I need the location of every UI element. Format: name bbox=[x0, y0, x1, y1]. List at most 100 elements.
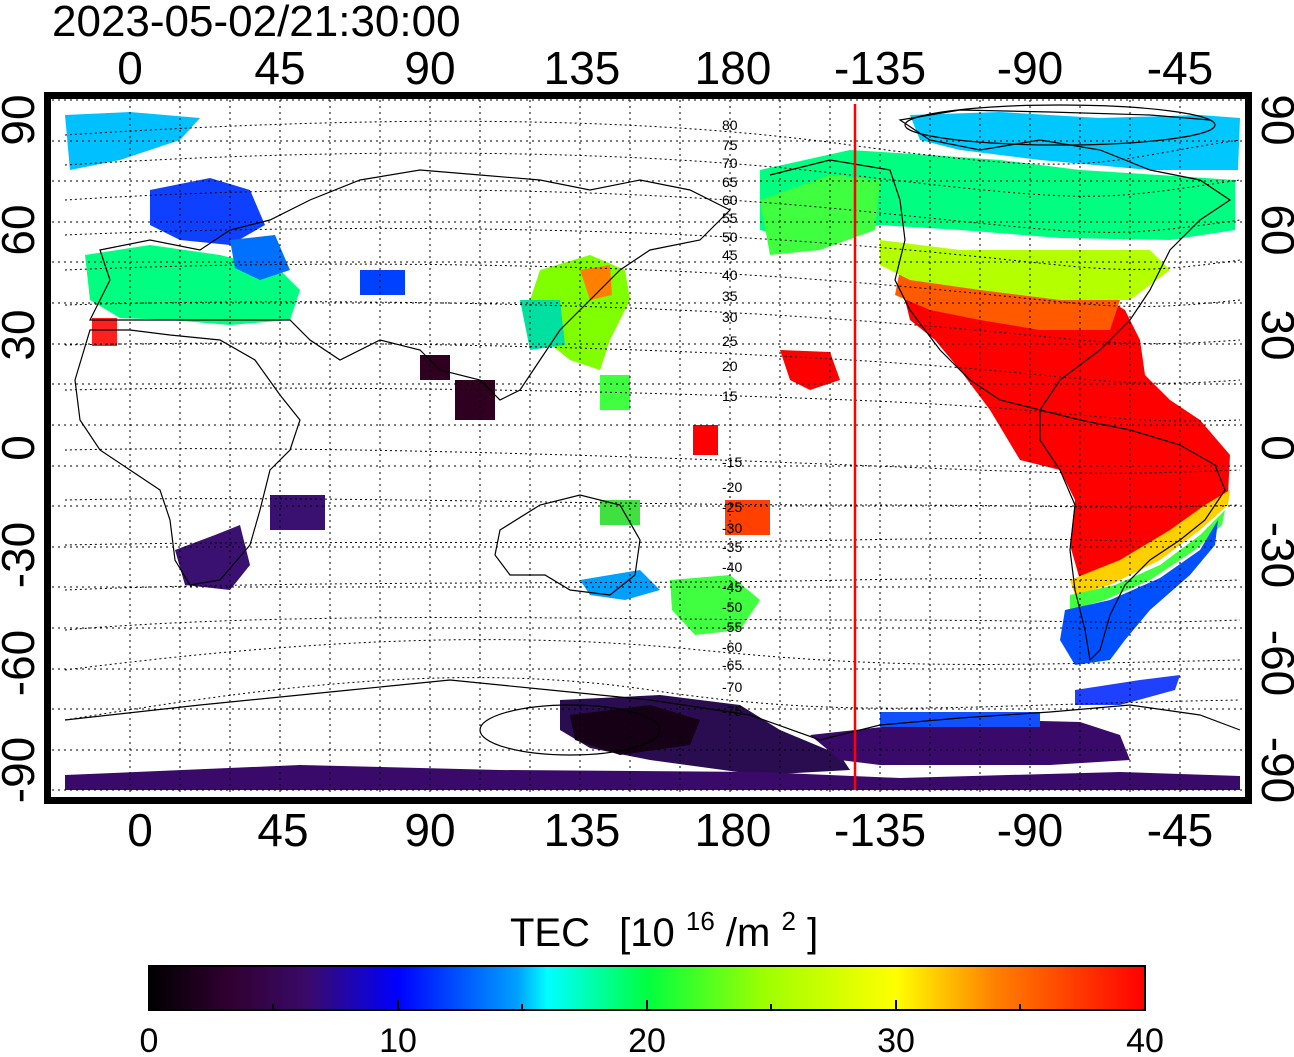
tec-patch-australia-east bbox=[580, 570, 660, 600]
contour-line bbox=[64, 498, 1241, 508]
colorbar-tick-label: 20 bbox=[628, 1022, 666, 1057]
colorbar-tick-label: 30 bbox=[877, 1022, 915, 1057]
contour-line bbox=[64, 387, 1241, 422]
contour-line bbox=[64, 448, 1241, 474]
tec-patch-australia-north bbox=[600, 500, 640, 525]
lat-axis-right: 90 60 30 0 -30 -60 -90 bbox=[1252, 94, 1294, 803]
contour-label: -70 bbox=[722, 679, 742, 695]
tec-data-layer bbox=[65, 112, 1240, 790]
lat-tick-left: -30 bbox=[0, 522, 44, 588]
lat-tick-right: -90 bbox=[1252, 737, 1294, 803]
colorbar-unit-suffix: ] bbox=[807, 911, 818, 955]
lat-tick-right: -60 bbox=[1252, 630, 1294, 696]
contour-line bbox=[64, 578, 1241, 591]
colorbar-title: TEC [10 16 /m 2 ] bbox=[510, 895, 818, 955]
tec-patch-madagascar bbox=[270, 495, 325, 530]
colorbar-unit-exp: 16 bbox=[686, 906, 715, 936]
map-panel: 80 75 70 65 60 55 50 45 40 35 30 25 20 1… bbox=[44, 92, 1252, 804]
contour-line bbox=[64, 301, 1241, 345]
contour-label: -50 bbox=[722, 599, 742, 615]
tec-patch-south-america-ring-yellow bbox=[1070, 490, 1230, 595]
lon-tick-bottom: -90 bbox=[997, 804, 1063, 856]
frame-tick bbox=[1246, 92, 1252, 804]
coast-australia bbox=[494, 494, 641, 596]
contour-label: 20 bbox=[722, 358, 738, 374]
colorbar-unit-mid: /m bbox=[726, 911, 770, 955]
contour-label: -75 bbox=[722, 703, 742, 719]
lat-tick-right: 90 bbox=[1252, 94, 1294, 145]
contour-line bbox=[64, 120, 1241, 165]
frame-tick bbox=[50, 92, 1246, 98]
colorbar-unit-exp2: 2 bbox=[781, 906, 795, 936]
lat-tick-right: 60 bbox=[1252, 204, 1294, 255]
contour-label: -45 bbox=[722, 579, 742, 595]
tec-patch-usa bbox=[880, 240, 1170, 300]
contour-label: 55 bbox=[722, 210, 738, 226]
lat-tick-left: 60 bbox=[0, 204, 44, 255]
contour-line bbox=[64, 617, 1241, 631]
contour-label: 70 bbox=[722, 155, 738, 171]
tec-patch-spain bbox=[92, 318, 117, 346]
contour-label: -40 bbox=[722, 559, 742, 575]
graticule bbox=[52, 99, 1244, 796]
tec-patch-north-america-high bbox=[905, 290, 1230, 580]
tec-patch-new-zealand bbox=[670, 575, 760, 635]
lon-tick-bottom: -45 bbox=[1147, 804, 1213, 856]
contour-label: 15 bbox=[722, 388, 738, 404]
lon-tick-bottom: 45 bbox=[257, 804, 308, 856]
contour-label: 45 bbox=[722, 247, 738, 263]
coast-antarctica bbox=[64, 679, 1241, 741]
magnetic-pole-contour-north bbox=[904, 104, 1216, 146]
timestamp-title: 2023-05-02/21:30:00 bbox=[52, 0, 461, 46]
lon-tick-bottom: 0 bbox=[127, 804, 153, 856]
contour-label: -55 bbox=[722, 619, 742, 635]
contour-line bbox=[64, 227, 1241, 270]
contour-label: 65 bbox=[722, 174, 738, 190]
lat-tick-left: -90 bbox=[0, 737, 44, 803]
lon-axis-bottom: 0 45 90 135 180 -135 -90 -45 bbox=[127, 804, 1213, 856]
tec-patch-pacific-1 bbox=[693, 425, 718, 455]
contour-label: 50 bbox=[722, 229, 738, 245]
contour-label: 30 bbox=[722, 309, 738, 325]
tec-patch-antarctica-dark bbox=[570, 705, 700, 755]
lat-tick-left: 30 bbox=[0, 309, 44, 360]
colorbar-unit-prefix: [10 bbox=[619, 911, 675, 955]
tec-patch-antarctica-west bbox=[810, 720, 1130, 765]
lon-tick-top: 0 bbox=[117, 42, 143, 94]
contour-label: 35 bbox=[722, 288, 738, 304]
contour-label: 25 bbox=[722, 333, 738, 349]
lon-tick-bottom: 180 bbox=[695, 804, 772, 856]
colorbar-ticks bbox=[272, 1000, 1021, 1010]
colorbar-tick-labels: 0 10 20 30 40 bbox=[140, 1022, 1164, 1057]
contour-label: -35 bbox=[722, 539, 742, 555]
lon-tick-top: 135 bbox=[544, 42, 621, 94]
contour-label: -65 bbox=[722, 657, 742, 673]
tec-patch-pacific-2 bbox=[725, 500, 770, 535]
tec-patch-south-atlantic bbox=[1075, 675, 1180, 705]
lat-tick-right: -30 bbox=[1252, 522, 1294, 588]
tec-patch-india bbox=[420, 355, 450, 380]
contour-line bbox=[64, 639, 1241, 671]
colorbar-tick-label: 10 bbox=[379, 1022, 417, 1057]
contour-label: -25 bbox=[722, 499, 742, 515]
lon-tick-top: 45 bbox=[254, 42, 305, 94]
coast-south-america bbox=[1039, 409, 1226, 662]
contour-label: -15 bbox=[722, 454, 742, 470]
lat-tick-left: 0 bbox=[0, 435, 44, 461]
tec-patch-antarctica-strip bbox=[65, 765, 1240, 790]
contour-labels: 80 75 70 65 60 55 50 45 40 35 30 25 20 1… bbox=[722, 117, 742, 719]
lon-tick-top: 180 bbox=[695, 42, 772, 94]
contour-label: 60 bbox=[722, 192, 738, 208]
colorbar: TEC [10 16 /m 2 ] 0 10 20 30 40 bbox=[140, 895, 1164, 1057]
tec-patch-south-america-ring-green bbox=[1070, 510, 1225, 610]
lat-tick-left: 90 bbox=[0, 94, 44, 145]
tec-patch-hawaii bbox=[780, 350, 840, 390]
lon-tick-bottom: 90 bbox=[404, 804, 455, 856]
colorbar-title-text: TEC bbox=[510, 911, 590, 955]
tec-patch-canada bbox=[760, 150, 1235, 240]
tec-patch-philippines bbox=[600, 375, 630, 410]
tec-patch-arctic-europe bbox=[65, 112, 200, 170]
contour-line bbox=[64, 342, 1241, 384]
tec-patch-korea bbox=[520, 300, 565, 350]
